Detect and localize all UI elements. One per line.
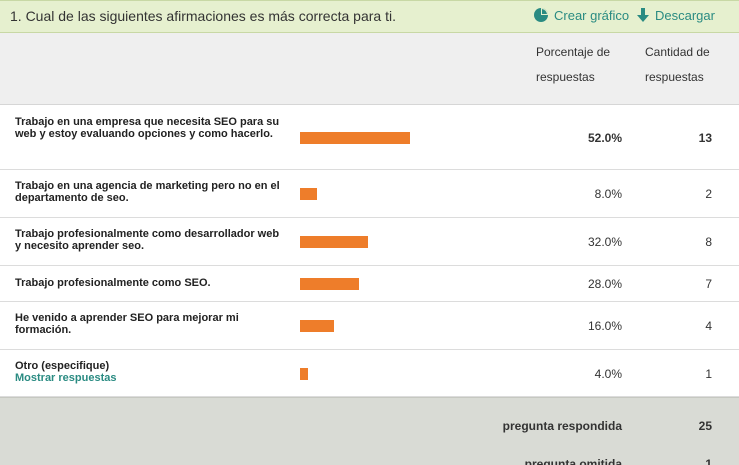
answer-label: He venido a aprender SEO para mejorar mi… [15,312,280,336]
table-row: He venido a aprender SEO para mejorar mi… [0,302,739,350]
create-chart-label: Crear gráfico [554,7,630,23]
percentage-value: 8.0% [594,187,622,201]
table-row: Trabajo profesionalmente como desarrolla… [0,218,739,266]
percentage-bar [300,188,317,200]
download-label: Descargar [655,7,715,23]
percentage-value: 4.0% [594,367,622,381]
answer-text: Trabajo en una empresa que necesita SEO … [15,116,280,140]
summary-footer: pregunta respondida 25 pregunta omitida … [0,397,739,465]
percentage-bar [300,320,334,332]
create-chart-link[interactable]: Crear gráfico [533,7,629,23]
answer-label: Trabajo en una empresa que necesita SEO … [15,116,280,140]
percentage-value: 52.0% [587,131,622,145]
answer-text: Trabajo en una agencia de marketing pero… [15,180,280,204]
answer-label: Trabajo profesionalmente como SEO. [15,277,280,289]
answer-text: Otro (especifique) [15,360,110,372]
count-value: 13 [698,131,712,145]
skipped-value: 1 [705,457,712,465]
header-percentage: Porcentaje de respuestas [536,45,611,84]
table-row: Trabajo profesionalmente como SEO. 28.0% 7 [0,266,739,302]
answer-label: Trabajo profesionalmente como desarrolla… [15,228,280,252]
percentage-value: 28.0% [587,277,622,291]
count-value: 2 [705,187,712,201]
count-value: 8 [705,235,712,249]
count-value: 7 [705,277,712,291]
pie-chart-icon [533,7,549,23]
answer-text: Trabajo profesionalmente como desarrolla… [15,228,280,252]
question-title: 1. Cual de las siguientes afirmaciones e… [10,8,396,24]
percentage-bar [300,278,359,290]
table-row: Otro (especifique) Mostrar respuestas 4.0%… [0,350,739,397]
answered-value: 25 [698,419,712,433]
percentage-bar [300,368,308,380]
question-header: 1. Cual de las siguientes afirmaciones e… [0,0,739,33]
percentage-bar [300,236,368,248]
download-arrow-icon [637,7,649,23]
skipped-label: pregunta omitida [524,457,622,465]
answer-text: He venido a aprender SEO para mejorar mi… [15,312,239,336]
answered-label: pregunta respondida [502,419,622,433]
show-responses-link[interactable]: Mostrar respuestas [15,372,117,384]
percentage-value: 32.0% [587,235,622,249]
answer-label: Otro (especifique) Mostrar respuestas [15,360,280,384]
table-row: Trabajo en una empresa que necesita SEO … [0,106,739,170]
answer-text: Trabajo profesionalmente como SEO. [15,277,211,289]
percentage-value: 16.0% [587,319,622,333]
count-value: 4 [705,319,712,333]
answer-label: Trabajo en una agencia de marketing pero… [15,180,280,204]
count-value: 1 [705,367,712,381]
table-header: Porcentaje de respuestas Cantidad de res… [0,33,739,105]
percentage-bar [300,132,410,144]
download-link[interactable]: Descargar [637,7,715,23]
table-row: Trabajo en una agencia de marketing pero… [0,170,739,218]
header-count: Cantidad de respuestas [645,45,710,84]
